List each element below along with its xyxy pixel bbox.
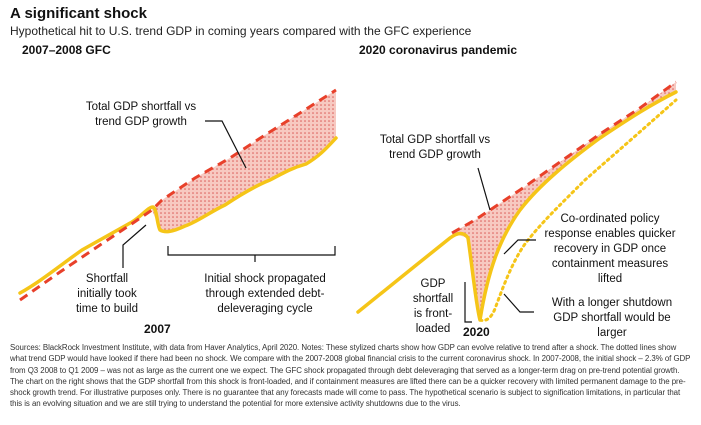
left-shortfall-area: [152, 90, 336, 232]
chart-subtitle: Hypothetical hit to U.S. trend GDP in co…: [10, 24, 472, 38]
right-policy-label: Co-ordinated policy response enables qui…: [530, 212, 690, 287]
right-policy-line-1: Co-ordinated policy: [560, 213, 660, 225]
left-shortfall-label: Shortfall initially took time to build: [47, 272, 167, 317]
right-policy-line-5: lifted: [597, 273, 623, 285]
chart-title: A significant shock: [10, 5, 147, 22]
right-trend-line: [451, 80, 677, 235]
left-short-line-1: Shortfall: [85, 273, 129, 285]
right-front-line-2: shortfall: [412, 293, 454, 305]
right-gdp-line: [356, 90, 678, 322]
left-prop-line-3: deleveraging cycle: [217, 303, 313, 315]
right-longer-shutdown-label: With a longer shutdown GDP shortfall wou…: [534, 296, 690, 341]
right-panel-title: 2020 coronavirus pandemic: [359, 43, 518, 57]
right-total-line-1: Total GDP shortfall vs: [379, 134, 491, 146]
left-prop-line-1: Initial shock propagated: [204, 273, 326, 285]
right-long-line-3: larger: [597, 327, 627, 339]
right-front-line-3: is front-: [413, 308, 453, 320]
left-short-line-3: time to build: [75, 303, 138, 315]
right-policy-line-3: recovery in GDP once: [553, 243, 667, 255]
left-propagated-label: Initial shock propagated through extende…: [180, 272, 350, 317]
right-policy-leader: [503, 239, 536, 255]
left-total-line-1: Total GDP shortfall vs: [85, 101, 197, 113]
source-note: Sources: BlackRock Investment Institute,…: [10, 343, 691, 409]
right-front-loaded-label: GDP shortfall is front- loaded: [402, 277, 464, 337]
right-total-shortfall-label: Total GDP shortfall vs trend GDP growth: [355, 133, 515, 163]
left-prop-line-2: through extended debt-: [205, 288, 325, 300]
left-trend-line: [19, 88, 337, 302]
left-short-line-2: initially took: [77, 288, 137, 300]
right-year-label: 2020: [463, 325, 490, 339]
left-short-leader: [122, 224, 147, 268]
left-gdp-line: [18, 136, 338, 295]
right-front-line-1: GDP: [420, 278, 446, 290]
right-gdp-longer-shutdown-line: [478, 98, 678, 322]
right-long-line-1: With a longer shutdown: [551, 297, 673, 309]
right-front-leader: [464, 282, 472, 323]
right-policy-line-4: containment measures: [551, 258, 669, 270]
left-panel-title: 2007–2008 GFC: [22, 43, 111, 57]
left-brace: [167, 246, 336, 262]
right-policy-line-2: response enables quicker: [544, 228, 676, 240]
right-longer-leader: [503, 293, 534, 313]
left-total-line-2: trend GDP growth: [95, 116, 187, 128]
left-total-leader: [205, 120, 247, 169]
left-year-label: 2007: [144, 322, 171, 336]
right-total-leader: [477, 167, 491, 211]
right-long-line-2: GDP shortfall would be: [553, 312, 671, 324]
right-front-line-4: loaded: [415, 323, 451, 335]
right-total-line-2: trend GDP growth: [389, 149, 481, 161]
left-total-shortfall-label: Total GDP shortfall vs trend GDP growth: [66, 100, 216, 130]
